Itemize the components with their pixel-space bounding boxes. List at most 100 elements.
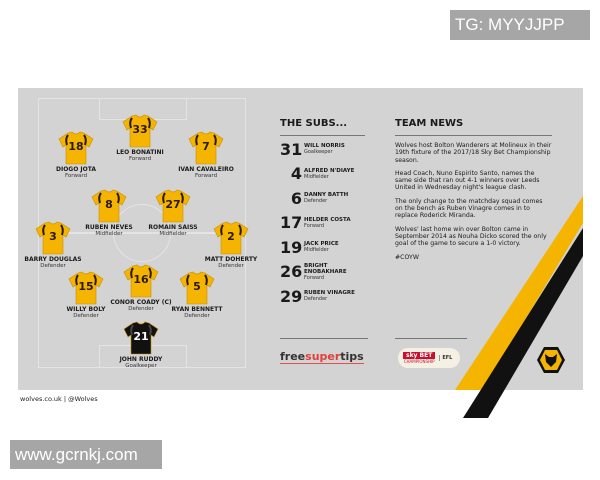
player-position: Midfielder [95,231,123,237]
skybet-sub-label: CHAMPIONSHIP [403,359,435,364]
wolves-crest-icon [537,347,565,373]
player: 16 CONOR COADY (C) Defender [96,264,186,312]
player: 33 LEO BONATINI Forward [95,114,185,162]
sub-player: 19 JACK PRICE Midfielder [280,236,365,259]
player-name: RUBEN NEVES [85,224,133,231]
sub-name: DANNY BATTH [304,192,349,199]
shirt-icon: 33 [122,114,158,148]
player: 15 WILLY BOLY Defender [41,271,131,319]
subs-section: THE SUBS... 31 WILL NORRIS Goalkeeper 4 A… [280,118,365,308]
sub-number: 31 [280,139,303,159]
team-news-section: TEAM NEWS Wolves host Bolton Wanderers a… [395,118,552,261]
player-name: BARRY DOUGLAS [24,256,82,263]
sub-position: Defender [304,198,328,205]
sub-player: 29 RUBEN VINAGRE Defender [280,285,365,308]
watermark-bottom: www.gcrnkj.com [10,440,162,469]
news-paragraph: The only change to the matchday squad co… [395,197,543,220]
player: 7 IVAN CAVALEIRO Forward [161,131,251,179]
player-name: RYAN BENNETT [171,306,223,313]
sub-name: WILL NORRIS [304,143,345,150]
sub-player: 6 DANNY BATTH Defender [280,187,365,210]
sub-name: BRIGHT ENOBAKHARE [304,262,347,275]
sub-player: 26 BRIGHT ENOBAKHARE Forward [280,261,365,284]
player: 2 MATT DOHERTY Defender [186,221,276,269]
shirt-number: 27 [165,198,180,211]
efl-logo: EFL [439,355,452,361]
sub-number: 26 [280,262,303,282]
sub-position: Midfielder [304,247,329,254]
shirt-number: 15 [78,280,93,293]
sub-number: 19 [280,237,303,257]
decorative-stripes [455,196,583,418]
player-name: LEO BONATINI [116,149,164,156]
skybet-label: sky BET [403,352,436,359]
shirt-icon: 16 [123,264,159,298]
shirt-number: 21 [133,330,148,343]
shirt-number: 16 [133,273,149,286]
player-position: Defender [40,263,66,269]
hashtag: #COYW [395,253,419,261]
footer-text: wolves.co.uk | @Wolves [20,395,98,403]
sub-player: 31 WILL NORRIS Goalkeeper [280,138,365,161]
sub-number: 6 [290,188,302,208]
player-name: ROMAIN SAISS [148,224,198,231]
sub-name: HELDER COSTA [304,216,351,223]
watermark-top: TG: MYYJJPP [450,10,590,40]
shirt-number: 5 [193,280,201,293]
freesupertips-logo: freesupertips [280,350,364,364]
shirt-icon: 15 [68,271,104,305]
shirt-icon: 18 [58,131,94,165]
player-position: Forward [128,156,152,162]
shirt-icon: 8 [91,189,127,223]
player-position: Defender [184,313,210,319]
divider [280,338,368,339]
player-position: Forward [64,173,88,179]
matchday-graphic: 33 LEO BONATINI Forward 18 DIOGO JOTA Fo… [18,88,583,418]
player: 27 ROMAIN SAISS Midfielder [128,189,218,237]
player-name: MATT DOHERTY [204,256,258,263]
shirt-number: 18 [68,140,83,153]
player-name: DIOGO JOTA [55,166,97,173]
player: 5 RYAN BENNETT Defender [152,271,242,319]
shirt-icon: 27 [155,189,191,223]
news-paragraph: Wolves host Bolton Wanderers at Molineux… [395,142,552,164]
sub-number: 17 [280,213,303,233]
team-news-title: TEAM NEWS [395,118,552,136]
shirt-icon: 5 [179,271,215,305]
player-position: Goalkeeper [125,363,157,369]
player: 21 JOHN RUDDY Goalkeeper [96,321,186,369]
sub-number: 4 [290,164,302,184]
sub-position: Defender [304,296,328,303]
news-paragraph: Head Coach, Nuno Espirito Santo, names t… [395,169,540,192]
shirt-number: 33 [132,123,147,136]
shirt-icon: 2 [213,221,249,255]
player: 18 DIOGO JOTA Forward [31,131,121,179]
black-stripe [463,228,583,418]
sub-player: 17 HELDER COSTA Forward [280,212,365,235]
sub-name: RUBEN VINAGRE [304,290,355,297]
divider [395,338,467,339]
player-name: IVAN CAVALEIRO [178,166,234,173]
player: 3 BARRY DOUGLAS Defender [8,221,98,269]
player-position: Forward [194,173,218,179]
player-name: CONOR COADY (C) [110,299,172,306]
player-position: Midfielder [159,231,187,237]
shirt-icon: 21 [123,321,159,355]
player-name: JOHN RUDDY [119,356,163,363]
shirt-icon: 3 [35,221,71,255]
player-position: Defender [73,313,99,319]
gold-stripe [455,196,583,390]
player-name: WILLY BOLY [66,306,106,313]
shirt-number: 2 [227,230,235,243]
player-position: Defender [218,263,244,269]
sub-position: Goalkeeper [304,149,333,156]
player: 8 RUBEN NEVES Midfielder [64,189,154,237]
shirt-number: 3 [49,230,57,243]
shirt-number: 8 [105,198,113,211]
skybet-championship-logo: sky BET CHAMPIONSHIP EFL [398,348,460,368]
subs-title: THE SUBS... [280,118,365,136]
shirt-icon: 7 [188,131,224,165]
sub-position: Midfielder [304,173,329,180]
sub-position: Forward [304,274,325,281]
sub-player: 4 ALFRED N'DIAYE Midfielder [280,163,365,186]
